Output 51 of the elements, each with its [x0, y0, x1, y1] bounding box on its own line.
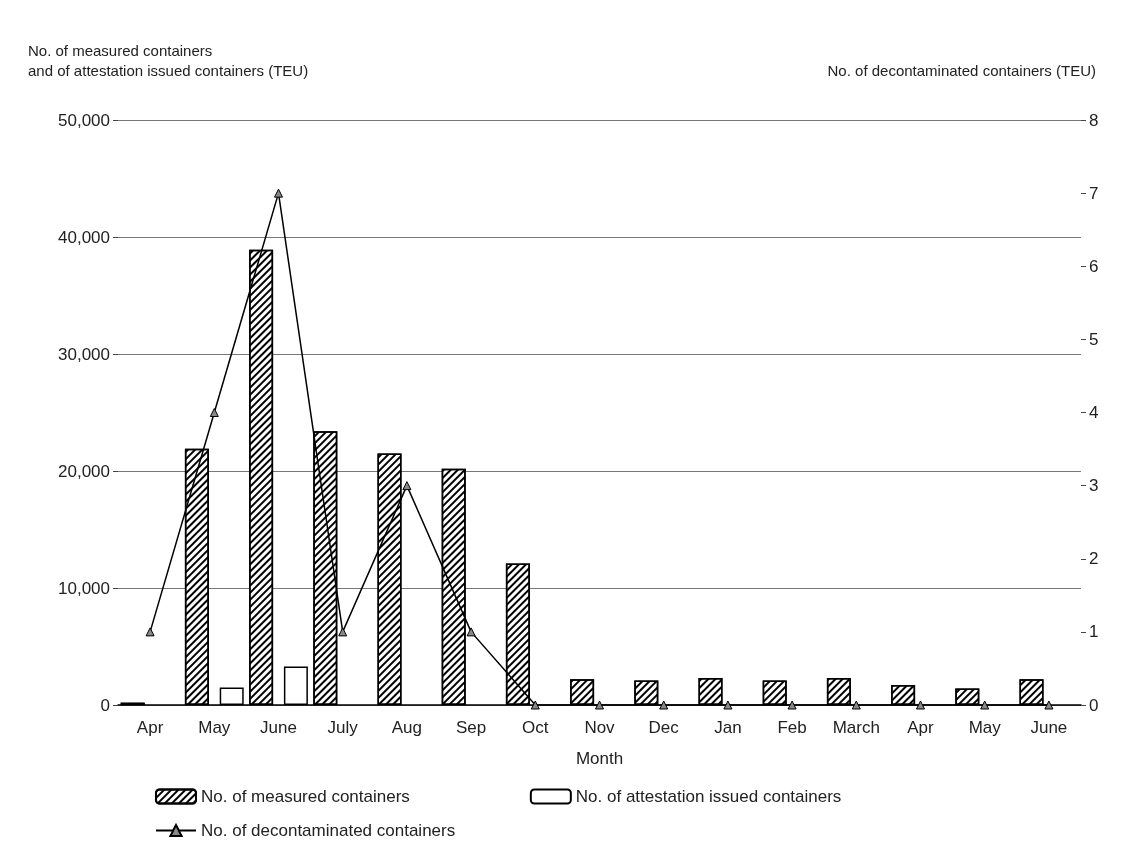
y2-tick-label: 7: [1089, 183, 1099, 203]
point: [338, 627, 348, 637]
y-tick-label: 0: [100, 695, 110, 715]
point: [980, 700, 990, 710]
point: [530, 700, 540, 710]
x-tick-label: Feb: [777, 718, 807, 737]
point: [723, 700, 733, 710]
point: [145, 627, 155, 637]
x-tick-label: Oct: [522, 718, 549, 737]
point: [274, 188, 283, 198]
x-tick-label: June: [1030, 718, 1068, 737]
point: [209, 408, 219, 417]
x-tick-label: May: [198, 718, 231, 737]
y-tick-label: 40,000: [58, 227, 110, 247]
x-tick-label: Jan: [714, 718, 742, 737]
x-tick-label: Nov: [584, 718, 616, 737]
x-tick-label: July: [327, 718, 359, 737]
y2-tick-label: 1: [1089, 622, 1099, 642]
legend-label: No. of measured containers: [201, 787, 410, 806]
y-axis-title: No. of measured containers and of attestation issued containers (TEU): [28, 41, 309, 79]
y-tick-label: 10,000: [58, 578, 110, 598]
x-tick-label: Aug: [391, 718, 423, 737]
legend-label: No. of decontaminated containers: [201, 821, 456, 840]
y2-tick-label: 0: [1089, 695, 1099, 715]
y2-tick-label: 5: [1089, 329, 1099, 349]
y-tick-label: 30,000: [58, 344, 110, 364]
x-axis-title: Month: [575, 749, 624, 768]
y2-tick-label: 8: [1089, 110, 1099, 130]
y2-axis-title: No. of decontaminated containers (TEU): [827, 61, 1096, 79]
x-tick-label: May: [968, 718, 1002, 737]
x-tick-label: Sep: [455, 718, 487, 737]
y2-tick-label: 4: [1089, 403, 1099, 422]
point: [595, 700, 604, 710]
point: [1044, 700, 1054, 710]
point: [787, 700, 797, 710]
point: [466, 627, 476, 637]
point: [402, 481, 412, 491]
legend-label: No. of attestation issued containers: [575, 787, 842, 806]
x-tick-label: Apr: [907, 718, 935, 737]
y-tick-label: 50,000: [58, 110, 110, 130]
x-tick-label: March: [832, 718, 880, 737]
y2-tick-label: 2: [1089, 549, 1099, 569]
point: [659, 700, 669, 710]
x-tick-label: June: [260, 718, 297, 737]
point: [851, 700, 861, 710]
x-tick-label: Apr: [136, 718, 164, 737]
y2-tick-label: 6: [1089, 256, 1099, 276]
y-tick-label: 20,000: [58, 461, 110, 481]
x-tick-label: Dec: [648, 718, 680, 737]
point: [916, 700, 925, 710]
y2-tick-label: 3: [1089, 476, 1099, 496]
